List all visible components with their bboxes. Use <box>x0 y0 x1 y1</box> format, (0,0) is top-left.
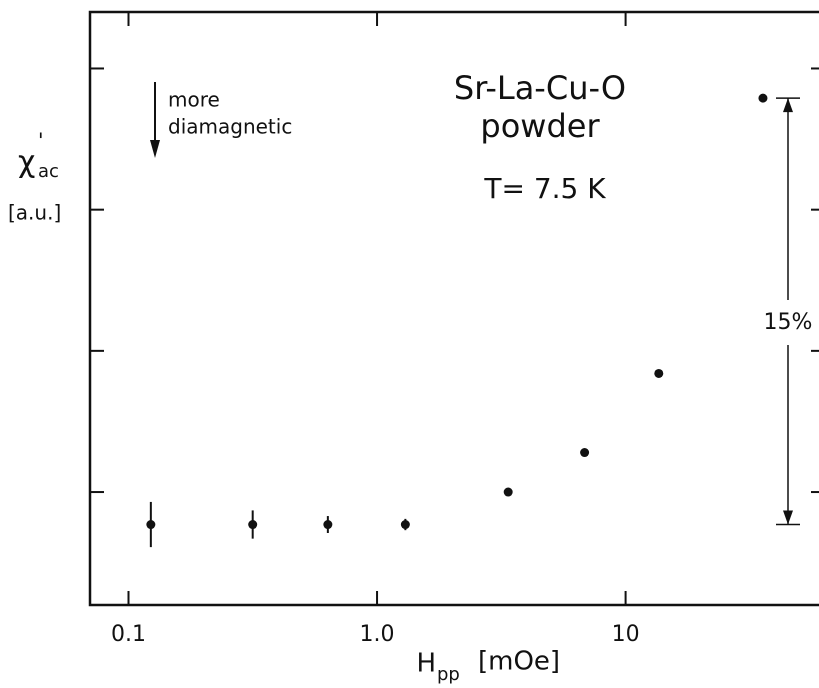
y-label: ac <box>38 161 59 182</box>
data-point <box>323 520 333 530</box>
data-point <box>146 520 156 530</box>
annotation: Sr-La-Cu-O <box>454 69 626 107</box>
data-point <box>580 448 590 458</box>
y-label: [a.u.] <box>8 201 61 225</box>
annotation: diamagnetic <box>168 115 292 139</box>
x-tick-label: 1.0 <box>360 622 395 647</box>
x-label: H <box>416 649 436 679</box>
data-point <box>503 487 513 497</box>
annotation: more <box>168 88 220 112</box>
data-point <box>654 368 664 378</box>
y-label: χ <box>18 145 35 180</box>
x-tick-label: 10 <box>612 622 640 647</box>
span-arrow <box>783 98 793 113</box>
y-label: ' <box>38 129 44 153</box>
annotation: powder <box>480 107 600 145</box>
data-point <box>758 93 768 103</box>
x-label: pp <box>437 664 460 685</box>
x-tick-label: 0.1 <box>111 622 146 647</box>
annotation: T= 7.5 K <box>483 172 606 205</box>
arrow-head <box>150 140 160 158</box>
span-arrow <box>783 510 793 525</box>
plot-frame <box>88 10 819 607</box>
span-label: 15% <box>764 310 813 335</box>
data-point <box>400 520 410 530</box>
data-point <box>248 520 258 530</box>
x-label: [mOe] <box>478 647 560 677</box>
